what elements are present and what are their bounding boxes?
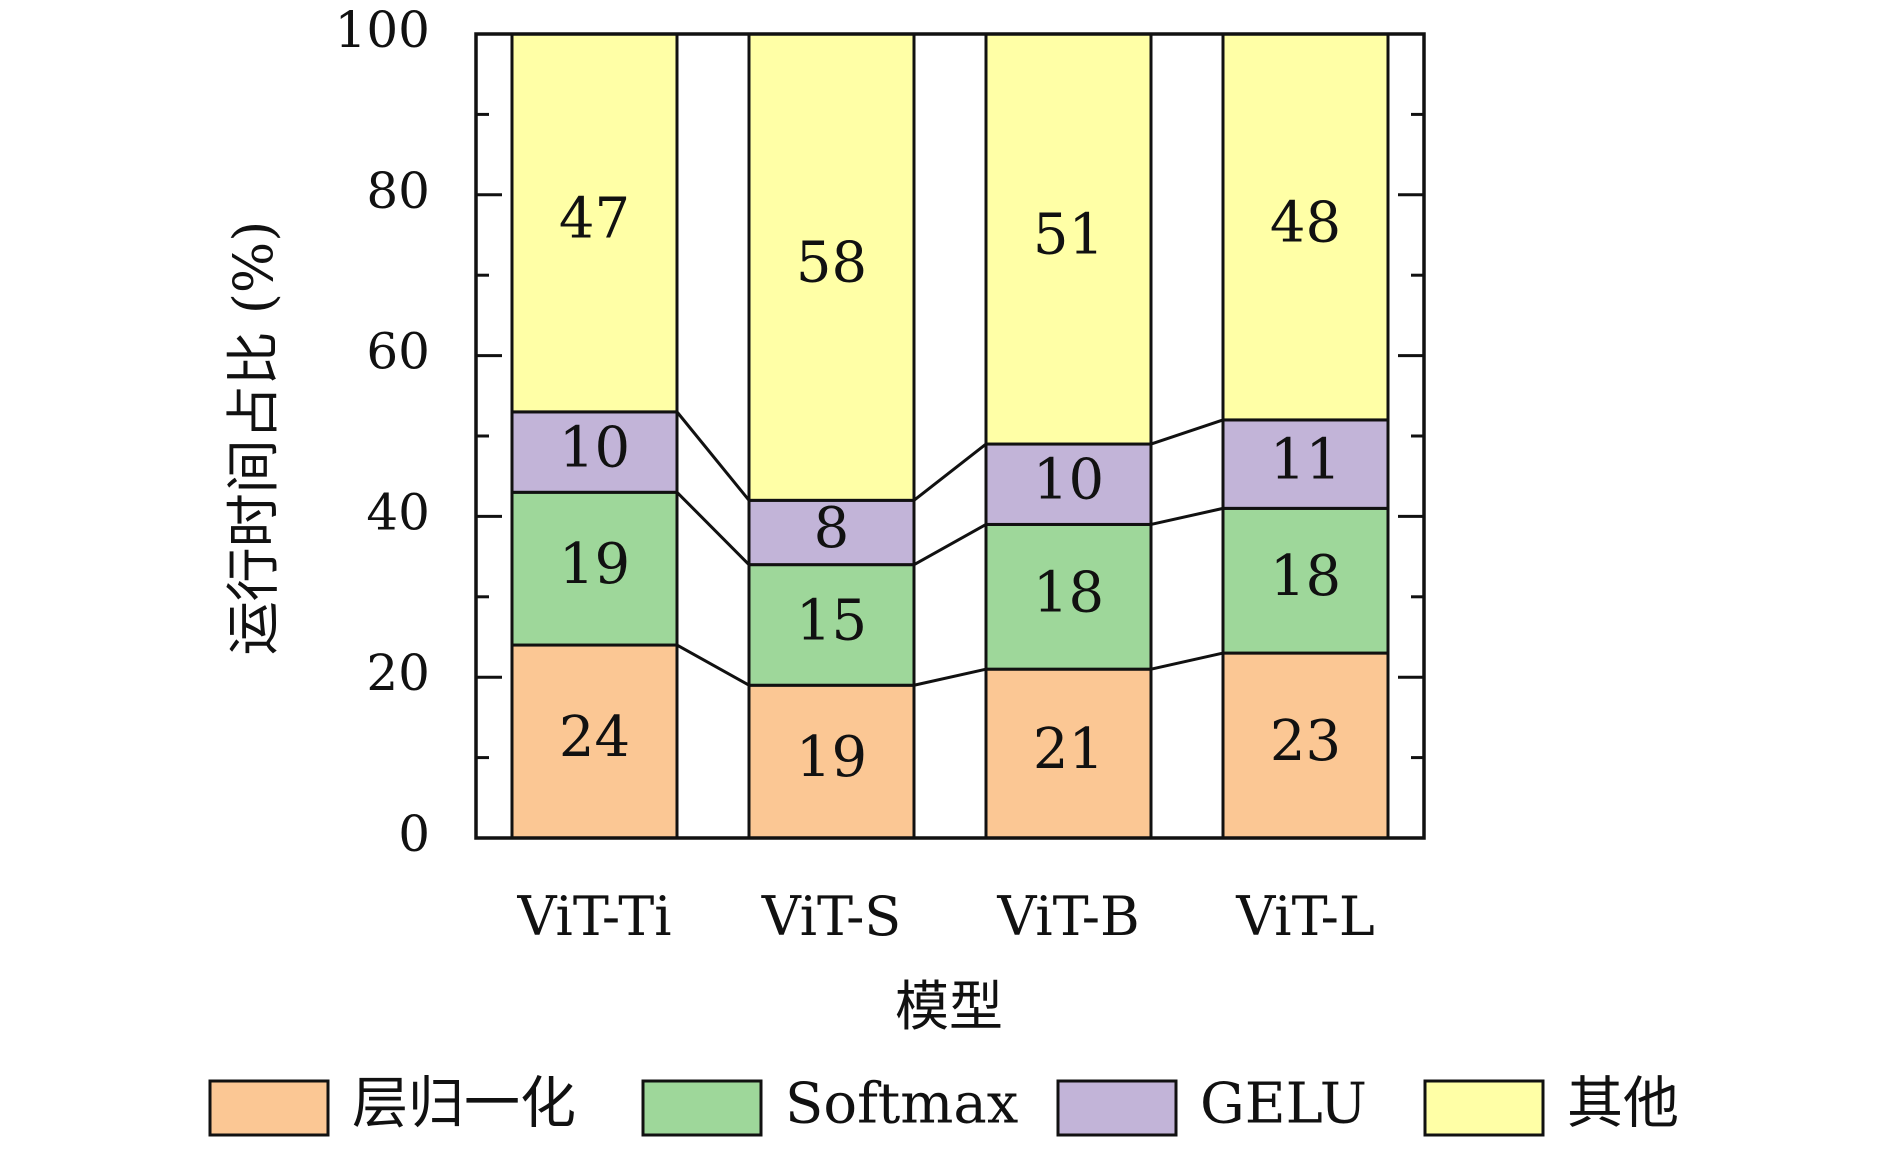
y-tick-label-40: 40 <box>366 483 430 541</box>
bar-segment-ViT-Ti-其他 <box>510 32 679 414</box>
legend: 层归一化 Softmax GELU 其他 <box>208 1072 1679 1137</box>
y-tick-label-60: 60 <box>366 323 430 381</box>
legend-label-其他: 其他 <box>1567 1072 1679 1137</box>
bar-segment-ViT-Ti-层归一化 <box>510 643 679 840</box>
data-label-ViT-L-其他: 48 <box>1270 190 1341 255</box>
data-label-ViT-B-GELU: 10 <box>1033 448 1104 513</box>
x-axis-title: 模型 <box>895 975 1003 1038</box>
legend-label-GELU: GELU <box>1200 1072 1367 1137</box>
data-label-ViT-L-Softmax: 18 <box>1270 544 1341 609</box>
y-tick-label-80: 80 <box>366 162 430 220</box>
x-tick-label-ViT-S: ViT-S <box>761 885 902 948</box>
legend-swatch-Softmax <box>641 1079 763 1137</box>
legend-swatch-GELU <box>1056 1079 1178 1137</box>
data-label-ViT-B-其他: 51 <box>1033 203 1104 268</box>
bar-segment-ViT-L-其他 <box>1221 32 1390 422</box>
x-category-labels-layer: ViT-Ti ViT-S ViT-B ViT-L <box>517 885 1375 948</box>
x-tick-label-ViT-Ti: ViT-Ti <box>517 885 672 948</box>
y-tick-label-100: 100 <box>335 1 430 59</box>
data-label-ViT-Ti-Softmax: 19 <box>559 532 630 597</box>
bar-segment-ViT-B-其他 <box>984 32 1153 446</box>
x-tick-label-ViT-B: ViT-B <box>996 885 1139 948</box>
x-tick-label-ViT-L: ViT-L <box>1235 885 1374 948</box>
segment-labels-layer: 24 19 10 47 19 15 8 58 21 18 10 51 23 18 11 48 <box>559 186 1341 790</box>
bar-segment-ViT-B-Softmax <box>984 522 1153 671</box>
connector-line-ViT-Ti-Softmax <box>675 491 751 566</box>
data-label-ViT-B-Softmax: 18 <box>1033 560 1104 625</box>
connector-line-ViT-S-Softmax <box>913 523 987 566</box>
bar-segment-ViT-S-其他 <box>747 32 916 502</box>
connector-line-ViT-B-GELU <box>1150 418 1224 446</box>
data-label-ViT-S-GELU: 8 <box>814 496 850 561</box>
connector-line-ViT-S-层归一化 <box>913 667 987 687</box>
connector-line-ViT-Ti-GELU <box>675 410 751 502</box>
legend-swatch-其他 <box>1423 1079 1545 1137</box>
data-label-ViT-B-层归一化: 21 <box>1033 717 1104 782</box>
data-label-ViT-Ti-GELU: 10 <box>559 416 630 481</box>
data-label-ViT-S-其他: 58 <box>796 231 867 296</box>
connector-line-ViT-B-Softmax <box>1150 506 1224 526</box>
legend-label-层归一化: 层归一化 <box>352 1072 576 1137</box>
y-ticks-layer: 0 20 40 60 80 100 <box>335 1 1424 863</box>
bar-segment-ViT-L-GELU <box>1221 418 1390 510</box>
data-label-ViT-Ti-层归一化: 24 <box>559 705 630 770</box>
bar-segment-ViT-S-Softmax <box>747 563 916 687</box>
legend-swatch-层归一化 <box>208 1079 330 1137</box>
connector-line-ViT-B-层归一化 <box>1150 651 1224 671</box>
data-label-ViT-S-层归一化: 19 <box>796 725 867 790</box>
bar-segment-ViT-B-GELU <box>984 442 1153 526</box>
y-axis-title: 运行时间占比 (%) <box>222 221 285 656</box>
data-label-ViT-L-GELU: 11 <box>1270 428 1341 493</box>
bar-segment-ViT-S-GELU <box>747 498 916 567</box>
y-tick-label-20: 20 <box>366 644 430 702</box>
connector-line-ViT-S-GELU <box>913 442 987 502</box>
connector-line-ViT-Ti-层归一化 <box>676 643 750 687</box>
bars-layer <box>510 32 1390 840</box>
data-label-ViT-S-Softmax: 15 <box>796 588 867 653</box>
data-label-ViT-Ti-其他: 47 <box>559 186 630 251</box>
data-label-ViT-L-层归一化: 23 <box>1270 709 1341 774</box>
legend-label-Softmax: Softmax <box>785 1072 1018 1137</box>
bar-segment-ViT-Ti-Softmax <box>510 490 679 647</box>
y-tick-label-0: 0 <box>398 805 430 863</box>
connector-lines-layer <box>675 410 1224 687</box>
